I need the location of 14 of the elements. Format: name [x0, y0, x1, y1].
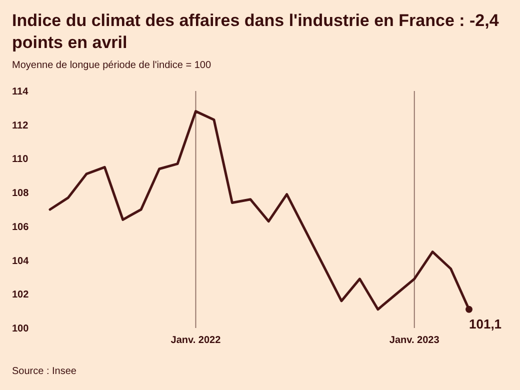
data-label: 101,1: [469, 316, 502, 332]
y-tick-label: 106: [12, 222, 30, 233]
y-tick-label: 104: [12, 256, 30, 267]
y-tick-label: 108: [12, 188, 30, 200]
y-tick-label: 102: [12, 290, 30, 301]
y-tick-label: 114: [12, 86, 29, 98]
chart-subtitle: Moyenne de longue période de l'indice = 100: [12, 60, 212, 71]
y-tick-label: 110: [12, 154, 29, 166]
chart-title: Indice du climat des affaires dans l'industrie en France : -2,4 points en avril: [12, 11, 500, 52]
source-note: Source : Insee: [12, 366, 77, 377]
y-tick-label: 100: [12, 324, 30, 334]
y-tick-label: 112: [12, 120, 29, 132]
x-tick-label: Janv. 2023: [389, 335, 440, 346]
x-tick-label: Janv. 2022: [170, 335, 222, 346]
